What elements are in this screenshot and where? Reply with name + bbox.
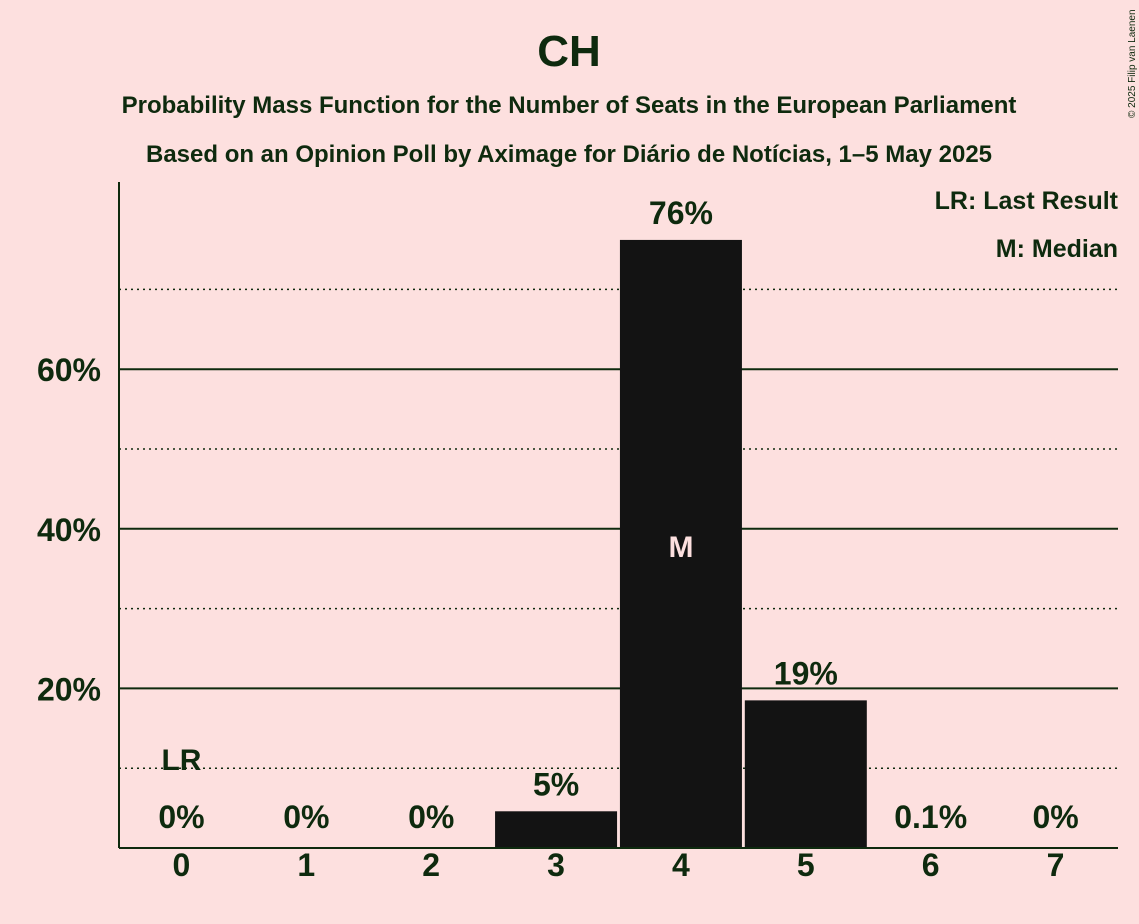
chart-subtitle: Probability Mass Function for the Number…: [122, 92, 1017, 119]
value-label: 0%: [408, 799, 454, 835]
legend-median: M: Median: [996, 235, 1118, 263]
x-tick-label: 7: [1047, 847, 1065, 883]
grid: [119, 288, 1118, 769]
value-label: 0%: [283, 799, 329, 835]
y-tick-label: 20%: [37, 671, 101, 707]
bars: [495, 239, 867, 848]
value-label: 0.1%: [894, 799, 967, 835]
value-label: 0%: [1032, 799, 1078, 835]
x-tick-label: 5: [797, 847, 815, 883]
x-tick-label: 6: [922, 847, 940, 883]
x-tick-label: 3: [547, 847, 565, 883]
value-label: 76%: [649, 195, 713, 231]
y-tick-label: 40%: [37, 512, 101, 548]
legend-last-result: LR: Last Result: [935, 187, 1119, 215]
copyright-notice: © 2025 Filip van Laenen: [1127, 9, 1138, 118]
bar: [495, 811, 618, 848]
x-tick-label: 0: [173, 847, 191, 883]
y-tick-label: 60%: [37, 352, 101, 388]
axes: 20% 40% 60% 0 1 2 3 4 5 6 7: [37, 182, 1118, 883]
value-label: 0%: [158, 799, 204, 835]
x-tick-label: 4: [672, 847, 690, 883]
chart-title: CH: [537, 27, 601, 76]
bar: [619, 239, 742, 848]
chart-subtitle-source: Based on an Opinion Poll by Aximage for …: [146, 141, 992, 168]
x-tick-label: 2: [422, 847, 440, 883]
median-marker: M: [668, 531, 693, 564]
x-tick-label: 1: [297, 847, 315, 883]
data-labels: 0% 0% 0% 5% 76% 19% 0.1% 0% LR M: [158, 195, 1078, 835]
value-label: 5%: [533, 766, 579, 802]
last-result-marker: LR: [161, 744, 201, 777]
value-label: 19%: [774, 655, 838, 691]
bar: [744, 700, 867, 848]
